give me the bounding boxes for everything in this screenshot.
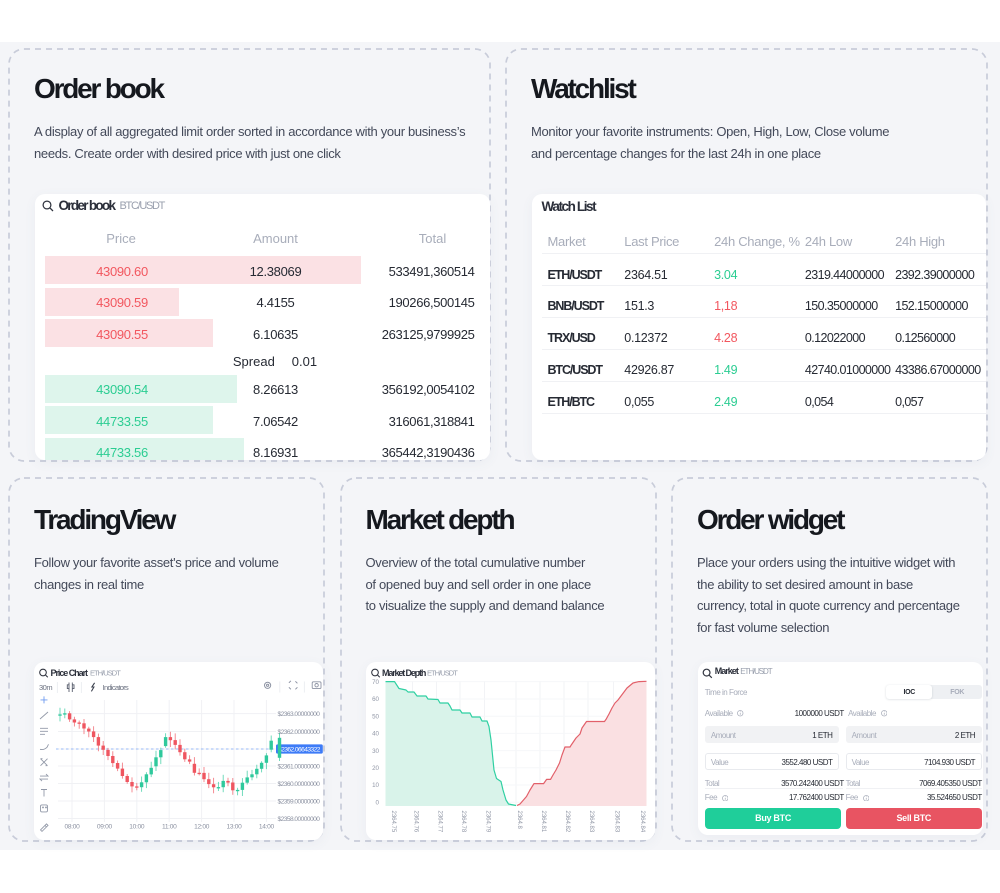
- svg-text:$2360.00000000: $2360.00000000: [278, 781, 321, 788]
- svg-text:$2362.00000000: $2362.00000000: [278, 729, 321, 736]
- svg-text:$2362.06643322: $2362.06643322: [278, 746, 321, 753]
- svg-text:2364.79: 2364.79: [485, 811, 491, 833]
- svg-text:2364.83: 2364.83: [588, 811, 594, 833]
- svg-text:0: 0: [376, 799, 380, 806]
- svg-text:30: 30: [372, 748, 379, 755]
- svg-text:40: 40: [372, 731, 379, 738]
- svg-text:$2359.00000000: $2359.00000000: [278, 798, 321, 805]
- svg-text:2364.82: 2364.82: [564, 811, 570, 833]
- svg-text:ETH/USDT: ETH/USDT: [427, 669, 458, 678]
- svg-text:13:00: 13:00: [226, 824, 242, 831]
- svg-text:Indicators: Indicators: [103, 683, 129, 692]
- svg-text:2364.77: 2364.77: [437, 811, 443, 833]
- svg-text:14:00: 14:00: [259, 824, 275, 831]
- svg-text:ETH/USDT: ETH/USDT: [90, 669, 121, 678]
- svg-text:2364.76: 2364.76: [413, 811, 419, 833]
- svg-text:12:00: 12:00: [194, 824, 210, 831]
- svg-text:60: 60: [372, 696, 379, 703]
- svg-text:2364.78: 2364.78: [460, 811, 466, 833]
- svg-text:10:00: 10:00: [129, 824, 145, 831]
- svg-text:10: 10: [372, 782, 379, 789]
- svg-text:30m: 30m: [39, 683, 52, 692]
- svg-text:70: 70: [372, 679, 379, 686]
- svg-text:2364.83: 2364.83: [614, 811, 620, 833]
- svg-text:09:00: 09:00: [97, 824, 113, 831]
- svg-text:Price Chart: Price Chart: [51, 668, 89, 678]
- svg-text:11:00: 11:00: [162, 824, 177, 831]
- svg-text:50: 50: [372, 713, 379, 720]
- svg-text:08:00: 08:00: [64, 824, 80, 831]
- svg-text:2364.81: 2364.81: [540, 811, 546, 833]
- svg-text:2364.84: 2364.84: [639, 811, 645, 833]
- svg-text:2364.8: 2364.8: [516, 811, 522, 830]
- svg-text:$2361.00000000: $2361.00000000: [278, 763, 321, 770]
- svg-text:Market Depth: Market Depth: [382, 668, 426, 678]
- svg-text:$2363.00000000: $2363.00000000: [278, 711, 321, 718]
- svg-text:2364.75: 2364.75: [390, 811, 396, 833]
- svg-text:20: 20: [372, 765, 379, 772]
- svg-text:$2358.00000000: $2358.00000000: [278, 816, 321, 823]
